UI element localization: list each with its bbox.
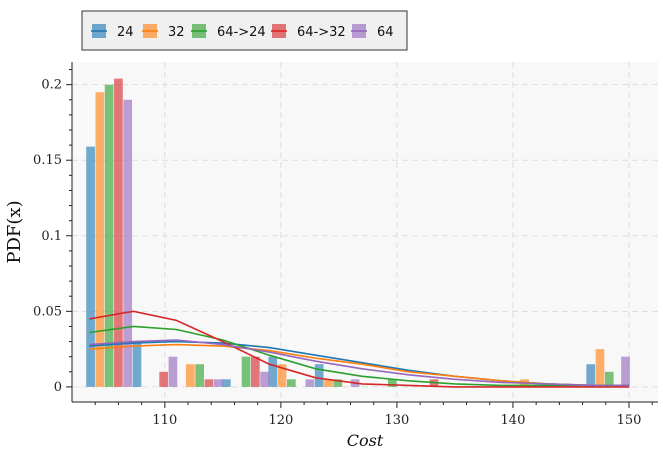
- y-axis-title: PDF(x): [4, 200, 25, 263]
- x-tick-label: 120: [268, 413, 293, 428]
- x-tick-label: 130: [384, 413, 409, 428]
- bar-series-2: [604, 371, 614, 387]
- bar-series-2: [286, 379, 296, 387]
- bar-series-3: [250, 356, 260, 387]
- y-tick-label: 0.1: [41, 229, 62, 244]
- bar-series-1: [595, 349, 605, 387]
- bar-series-3: [114, 78, 123, 387]
- bar-series-1: [324, 379, 333, 387]
- legend-label: 64->24: [217, 25, 266, 40]
- legend-label: 24: [117, 25, 134, 40]
- legend-label: 64: [377, 25, 394, 40]
- bar-series-0: [268, 356, 278, 387]
- y-tick-label: 0: [54, 380, 62, 395]
- grid: [72, 62, 658, 402]
- bar-series-1: [277, 364, 287, 387]
- bar-series-0: [221, 379, 231, 387]
- bar-series-2: [333, 379, 343, 387]
- curve-series-3: [89, 310, 629, 388]
- bar-series-2: [104, 84, 114, 387]
- bar-series-0: [86, 146, 95, 387]
- bar-series-4: [168, 356, 178, 387]
- x-ticks: 110 120 130 140 150: [94, 402, 653, 428]
- bars: [86, 78, 630, 387]
- bar-series-3: [159, 371, 169, 387]
- bar-series-4: [260, 371, 269, 387]
- x-tick-label: 150: [617, 413, 642, 428]
- bar-series-2: [387, 379, 397, 387]
- bar-series-4: [123, 99, 133, 387]
- bar-series-0: [132, 341, 142, 387]
- y-ticks: 0 0.05 0.1 0.15 0.2: [33, 69, 72, 395]
- curve-series-4: [89, 339, 629, 387]
- bar-series-0: [314, 364, 324, 387]
- legend-label: 64->32: [297, 25, 346, 40]
- curve-series-2: [89, 325, 629, 387]
- bar-series-2: [241, 356, 251, 387]
- x-axis-title: Cost: [347, 431, 384, 450]
- legend: 24 32 64->24 64->32 64: [81, 10, 408, 51]
- bar-series-1: [186, 364, 195, 387]
- bar-series-4: [621, 356, 630, 387]
- y-tick-label: 0.05: [33, 304, 62, 319]
- bar-series-4: [305, 379, 315, 387]
- x-tick-label: 140: [501, 413, 526, 428]
- curves: [89, 310, 629, 388]
- legend-label: 32: [168, 25, 185, 40]
- bar-series-1: [95, 92, 105, 387]
- y-tick-label: 0.2: [41, 78, 62, 93]
- bar-series-4: [213, 379, 223, 387]
- x-tick-label: 110: [152, 413, 177, 428]
- bar-series-0: [586, 364, 596, 387]
- bar-series-3: [204, 379, 214, 387]
- y-tick-label: 0.15: [33, 153, 62, 168]
- bar-series-2: [195, 364, 204, 387]
- plot-background: [72, 62, 658, 402]
